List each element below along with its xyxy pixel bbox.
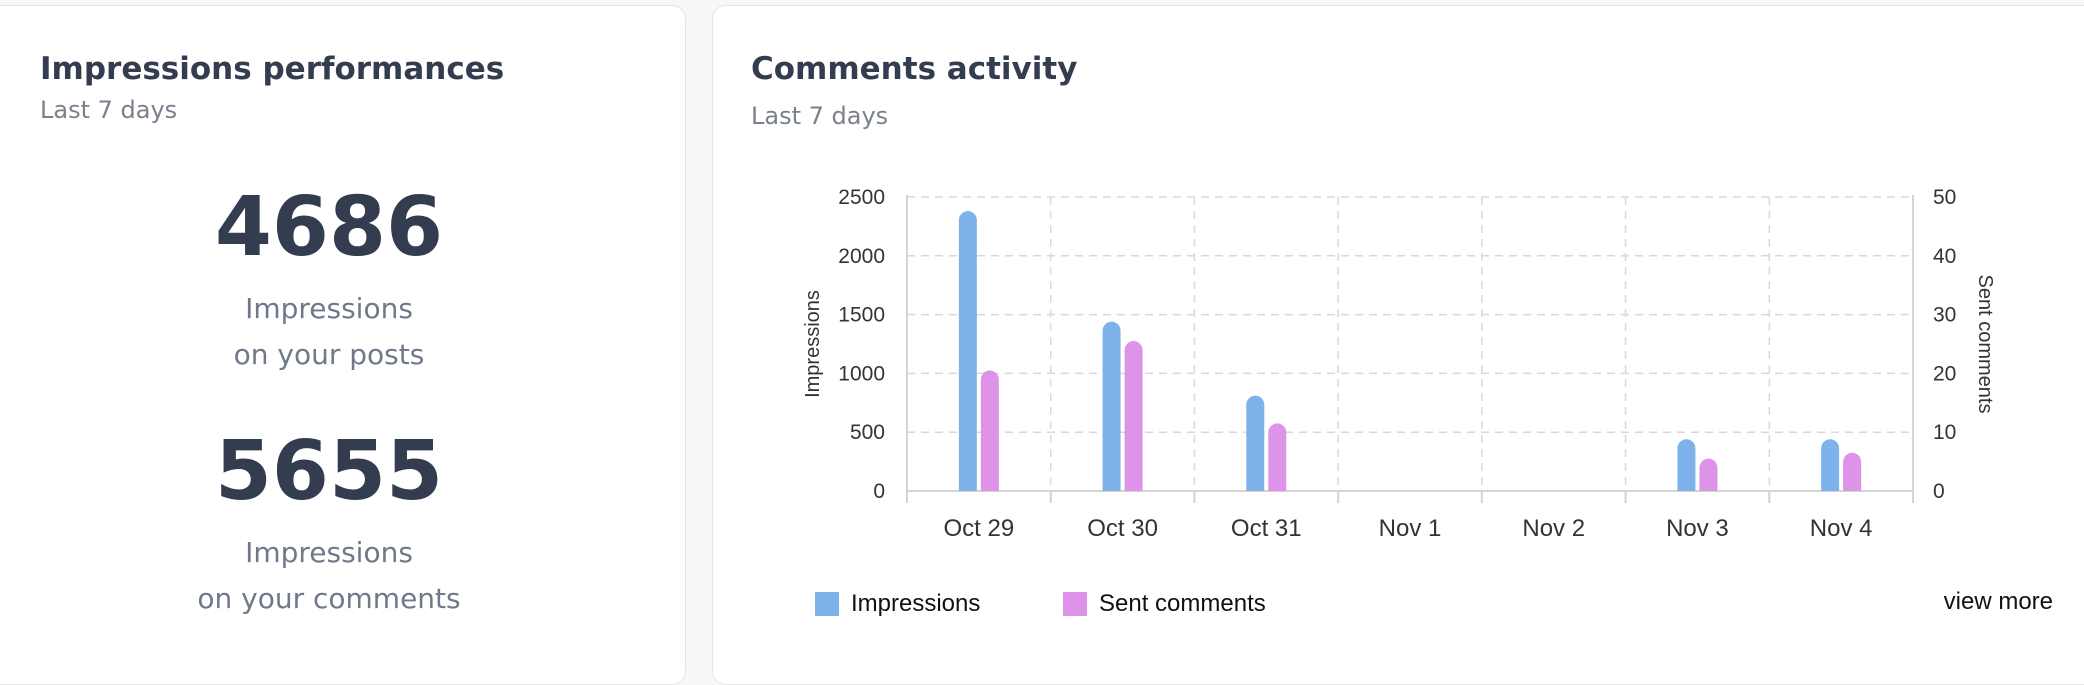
comment-impressions-label-line2: on your comments: [197, 582, 461, 615]
bar-sent-comments: [1268, 423, 1287, 491]
bar-impressions: [958, 211, 977, 491]
y-tick-label-right: 10: [1933, 421, 1956, 444]
y-tick-label-right: 0: [1933, 480, 1945, 503]
legend-swatch-sent-comments: [1063, 592, 1087, 616]
view-more-link[interactable]: view more: [1943, 588, 2053, 615]
bar-impressions: [1821, 439, 1840, 491]
x-tick-label: Oct 31: [1231, 515, 1302, 542]
bar-sent-comments: [1124, 341, 1143, 491]
bar-sent-comments: [1843, 452, 1862, 491]
y-tick-label-left: 0: [873, 480, 885, 503]
bar-impressions: [1246, 395, 1265, 491]
x-tick-label: Nov 3: [1666, 515, 1729, 542]
y-axis-title-right: Sent comments: [1974, 275, 1996, 414]
post-impressions-value: 4686: [214, 180, 444, 275]
impressions-card: Impressions performances Last 7 days 468…: [0, 5, 686, 685]
y-tick-label-right: 20: [1933, 362, 1956, 385]
y-tick-label-left: 2500: [838, 186, 885, 209]
legend-item-sent-comments[interactable]: Sent comments: [1063, 590, 1266, 618]
legend-item-impressions[interactable]: Impressions: [815, 590, 980, 618]
comments-activity-card: Comments activity Last 7 days 2500 50 2000…: [712, 5, 2084, 685]
comments-card-subtitle: Last 7 days: [751, 102, 889, 130]
comment-impressions-label-line1: Impressions: [245, 536, 413, 569]
y-tick-label-left: 500: [850, 421, 885, 444]
legend-label-sent-comments: Sent comments: [1099, 590, 1266, 617]
comments-card-title: Comments activity: [751, 51, 1078, 87]
comment-impressions-value: 5655: [214, 424, 444, 519]
impressions-card-title: Impressions performances: [40, 51, 505, 87]
legend-swatch-impressions: [815, 592, 839, 616]
y-tick-label-right: 30: [1933, 304, 1956, 327]
y-axis-title-left: Impressions: [802, 290, 824, 398]
y-tick-label-right: 50: [1933, 186, 1956, 209]
post-impressions-label-line1: Impressions: [245, 292, 413, 325]
post-impressions-label-line2: on your posts: [233, 338, 425, 371]
y-tick-label-left: 2000: [838, 245, 885, 268]
legend-label-impressions: Impressions: [851, 590, 981, 617]
y-tick-label-left: 1000: [838, 362, 885, 385]
bar-impressions: [1677, 439, 1696, 491]
x-tick-label: Nov 1: [1379, 515, 1442, 542]
y-tick-label-left: 1500: [838, 304, 885, 327]
x-tick-label: Nov 4: [1810, 515, 1873, 542]
bar-sent-comments: [1699, 458, 1718, 491]
y-tick-label-right: 40: [1933, 245, 1956, 268]
impressions-card-subtitle: Last 7 days: [40, 96, 178, 124]
x-tick-label: Oct 30: [1087, 515, 1158, 542]
x-tick-label: Oct 29: [944, 515, 1015, 542]
bar-sent-comments: [980, 370, 999, 491]
x-tick-label: Nov 2: [1522, 515, 1585, 542]
bar-impressions: [1102, 321, 1121, 491]
